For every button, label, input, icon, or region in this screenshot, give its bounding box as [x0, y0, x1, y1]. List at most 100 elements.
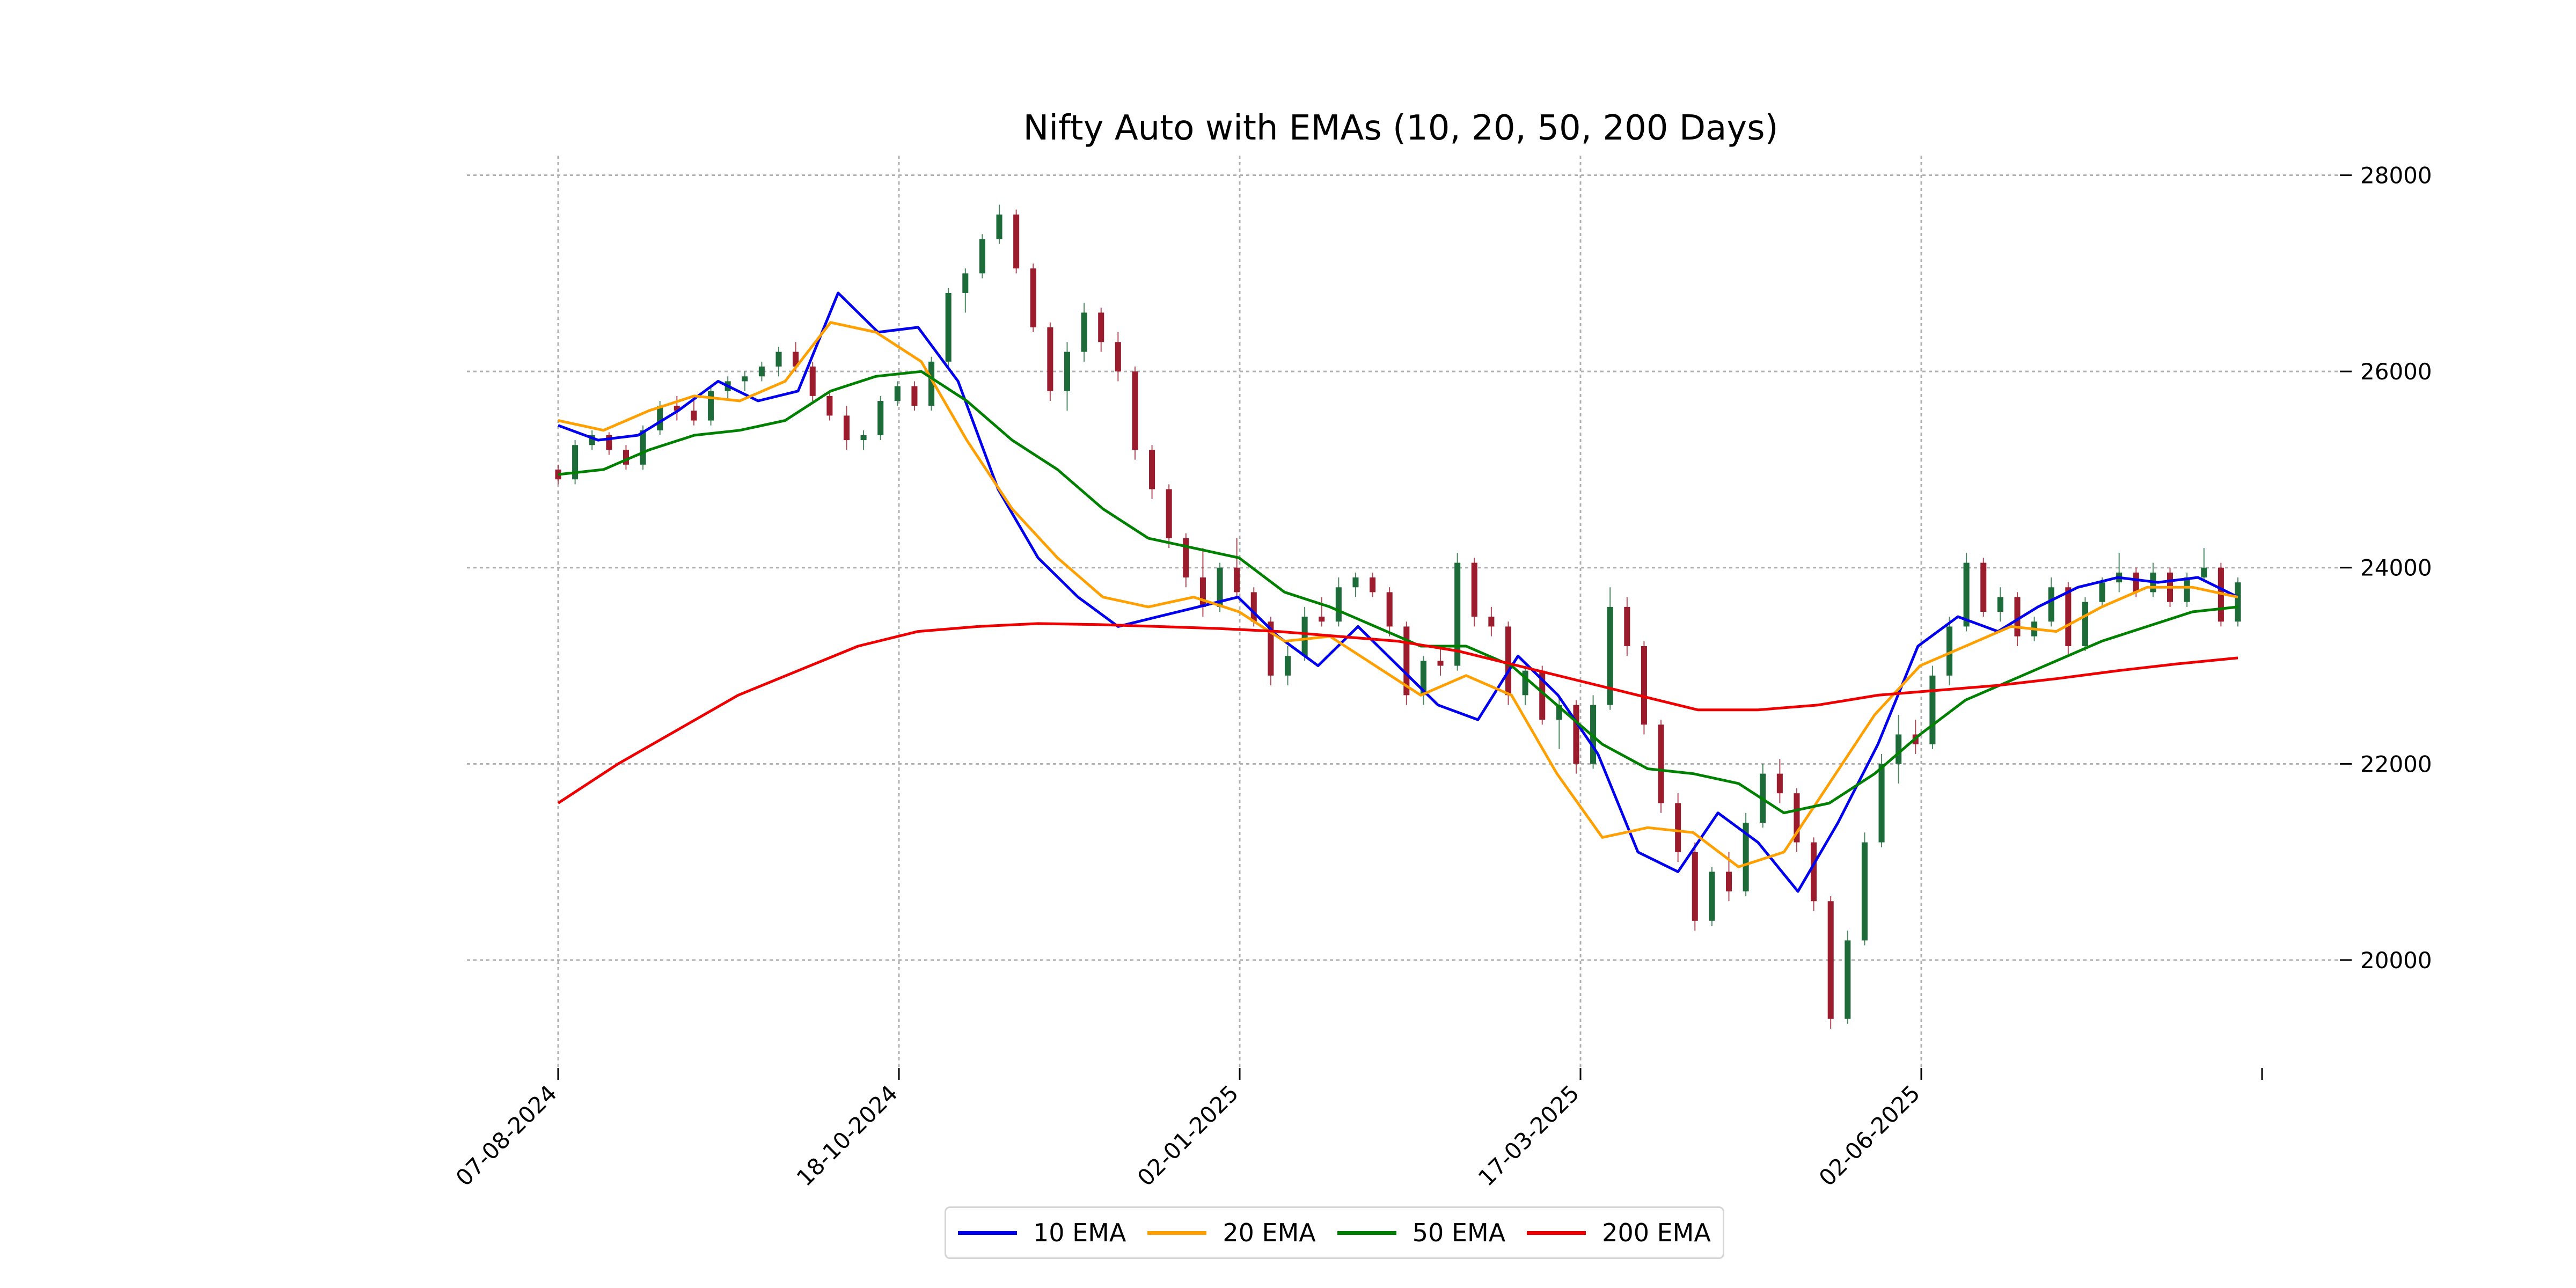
- candle-body: [572, 445, 579, 480]
- candle: [1352, 572, 1359, 597]
- candle-body: [1692, 852, 1698, 921]
- candle-body: [2235, 582, 2241, 622]
- candle: [2235, 577, 2241, 627]
- candle: [1997, 587, 2003, 622]
- candle: [2201, 548, 2207, 583]
- legend-label: 50 EMA: [1412, 1218, 1506, 1247]
- candle: [1946, 617, 1953, 686]
- candle: [1488, 606, 1495, 636]
- candle-body: [674, 406, 680, 411]
- candle: [1047, 322, 1053, 401]
- candle: [1929, 665, 1936, 749]
- candle: [606, 432, 612, 455]
- candle-body: [1098, 312, 1104, 342]
- candle: [979, 234, 985, 279]
- candle-body: [1725, 872, 1732, 891]
- grid: [467, 156, 2340, 1068]
- candle-body: [1522, 670, 1528, 696]
- candle: [809, 361, 816, 401]
- candle: [1624, 597, 1630, 656]
- legend-swatch: [1147, 1231, 1207, 1235]
- candle: [572, 440, 579, 485]
- x-tick-label: 17-03-2025: [1473, 1080, 1584, 1191]
- candle: [1845, 931, 1851, 1024]
- candle-body: [1386, 592, 1393, 627]
- y-tick-label: 26000: [2360, 358, 2432, 385]
- candle: [877, 396, 884, 441]
- candle-body: [945, 292, 952, 362]
- candle-body: [1946, 626, 1953, 676]
- candle: [894, 381, 901, 406]
- candle-body: [1573, 705, 1579, 764]
- candle-body: [1556, 705, 1562, 720]
- candle-body: [775, 352, 782, 367]
- y-tick-label: 28000: [2360, 163, 2432, 189]
- candle: [2082, 597, 2088, 652]
- legend-item: 20 EMA: [1147, 1218, 1316, 1247]
- x-tick-label: 02-06-2025: [1814, 1080, 1925, 1191]
- candle: [1692, 842, 1698, 931]
- candle-body: [623, 450, 629, 465]
- candle: [1522, 665, 1528, 705]
- candle-body: [1743, 823, 1749, 891]
- legend-swatch: [958, 1231, 1017, 1235]
- candle: [1319, 597, 1325, 627]
- legend-swatch: [1527, 1231, 1586, 1235]
- candlesticks: [555, 204, 2241, 1029]
- candle: [1166, 484, 1172, 548]
- candle: [1437, 646, 1444, 676]
- candle-body: [1030, 268, 1036, 327]
- candle-body: [979, 239, 985, 274]
- x-tick-label: 02-01-2025: [1132, 1080, 1243, 1191]
- candle: [1284, 646, 1291, 686]
- candle-body: [1183, 538, 1189, 578]
- candle-body: [996, 214, 1002, 239]
- candle: [1556, 695, 1562, 749]
- candle: [1098, 308, 1104, 352]
- candle-body: [809, 367, 816, 396]
- candle: [2048, 577, 2054, 627]
- candle-body: [2065, 587, 2072, 646]
- candle: [1794, 788, 1800, 852]
- candle-body: [1896, 734, 1902, 764]
- candle: [1878, 754, 1885, 847]
- candle-body: [742, 376, 748, 382]
- candle: [742, 371, 748, 391]
- candle-body: [758, 367, 765, 377]
- candle-body: [1370, 577, 1376, 592]
- candle: [928, 356, 935, 411]
- candle-body: [606, 435, 612, 450]
- candle-body: [1675, 803, 1681, 852]
- candle-body: [2133, 572, 2139, 592]
- candle: [1132, 367, 1138, 460]
- candle: [1217, 562, 1223, 612]
- candle: [962, 268, 969, 313]
- legend-label: 200 EMA: [1602, 1218, 1711, 1247]
- legend-label: 10 EMA: [1033, 1218, 1126, 1247]
- candle-body: [1776, 773, 1783, 794]
- candle: [1811, 837, 1817, 911]
- candle-body: [1454, 562, 1461, 666]
- candle: [1183, 533, 1189, 588]
- series-line-10-ema: [558, 291, 2239, 893]
- ema-lines: [557, 291, 2239, 893]
- candle-body: [911, 386, 918, 406]
- candle-body: [2014, 597, 2021, 636]
- candle-body: [928, 361, 935, 406]
- candle: [1403, 621, 1410, 705]
- candle-body: [1641, 646, 1647, 725]
- candle: [911, 381, 918, 411]
- candle-body: [1794, 793, 1800, 843]
- candle: [1539, 665, 1546, 725]
- candle: [691, 399, 697, 426]
- candle: [1709, 867, 1715, 926]
- candle: [1776, 759, 1783, 803]
- candle-body: [1234, 567, 1240, 592]
- candle: [1590, 695, 1597, 769]
- candle-body: [708, 391, 714, 421]
- candle: [1013, 209, 1020, 274]
- y-tick-label: 24000: [2360, 555, 2432, 581]
- candle-body: [1268, 621, 1274, 676]
- candle: [1030, 264, 1036, 333]
- candle: [1149, 445, 1155, 499]
